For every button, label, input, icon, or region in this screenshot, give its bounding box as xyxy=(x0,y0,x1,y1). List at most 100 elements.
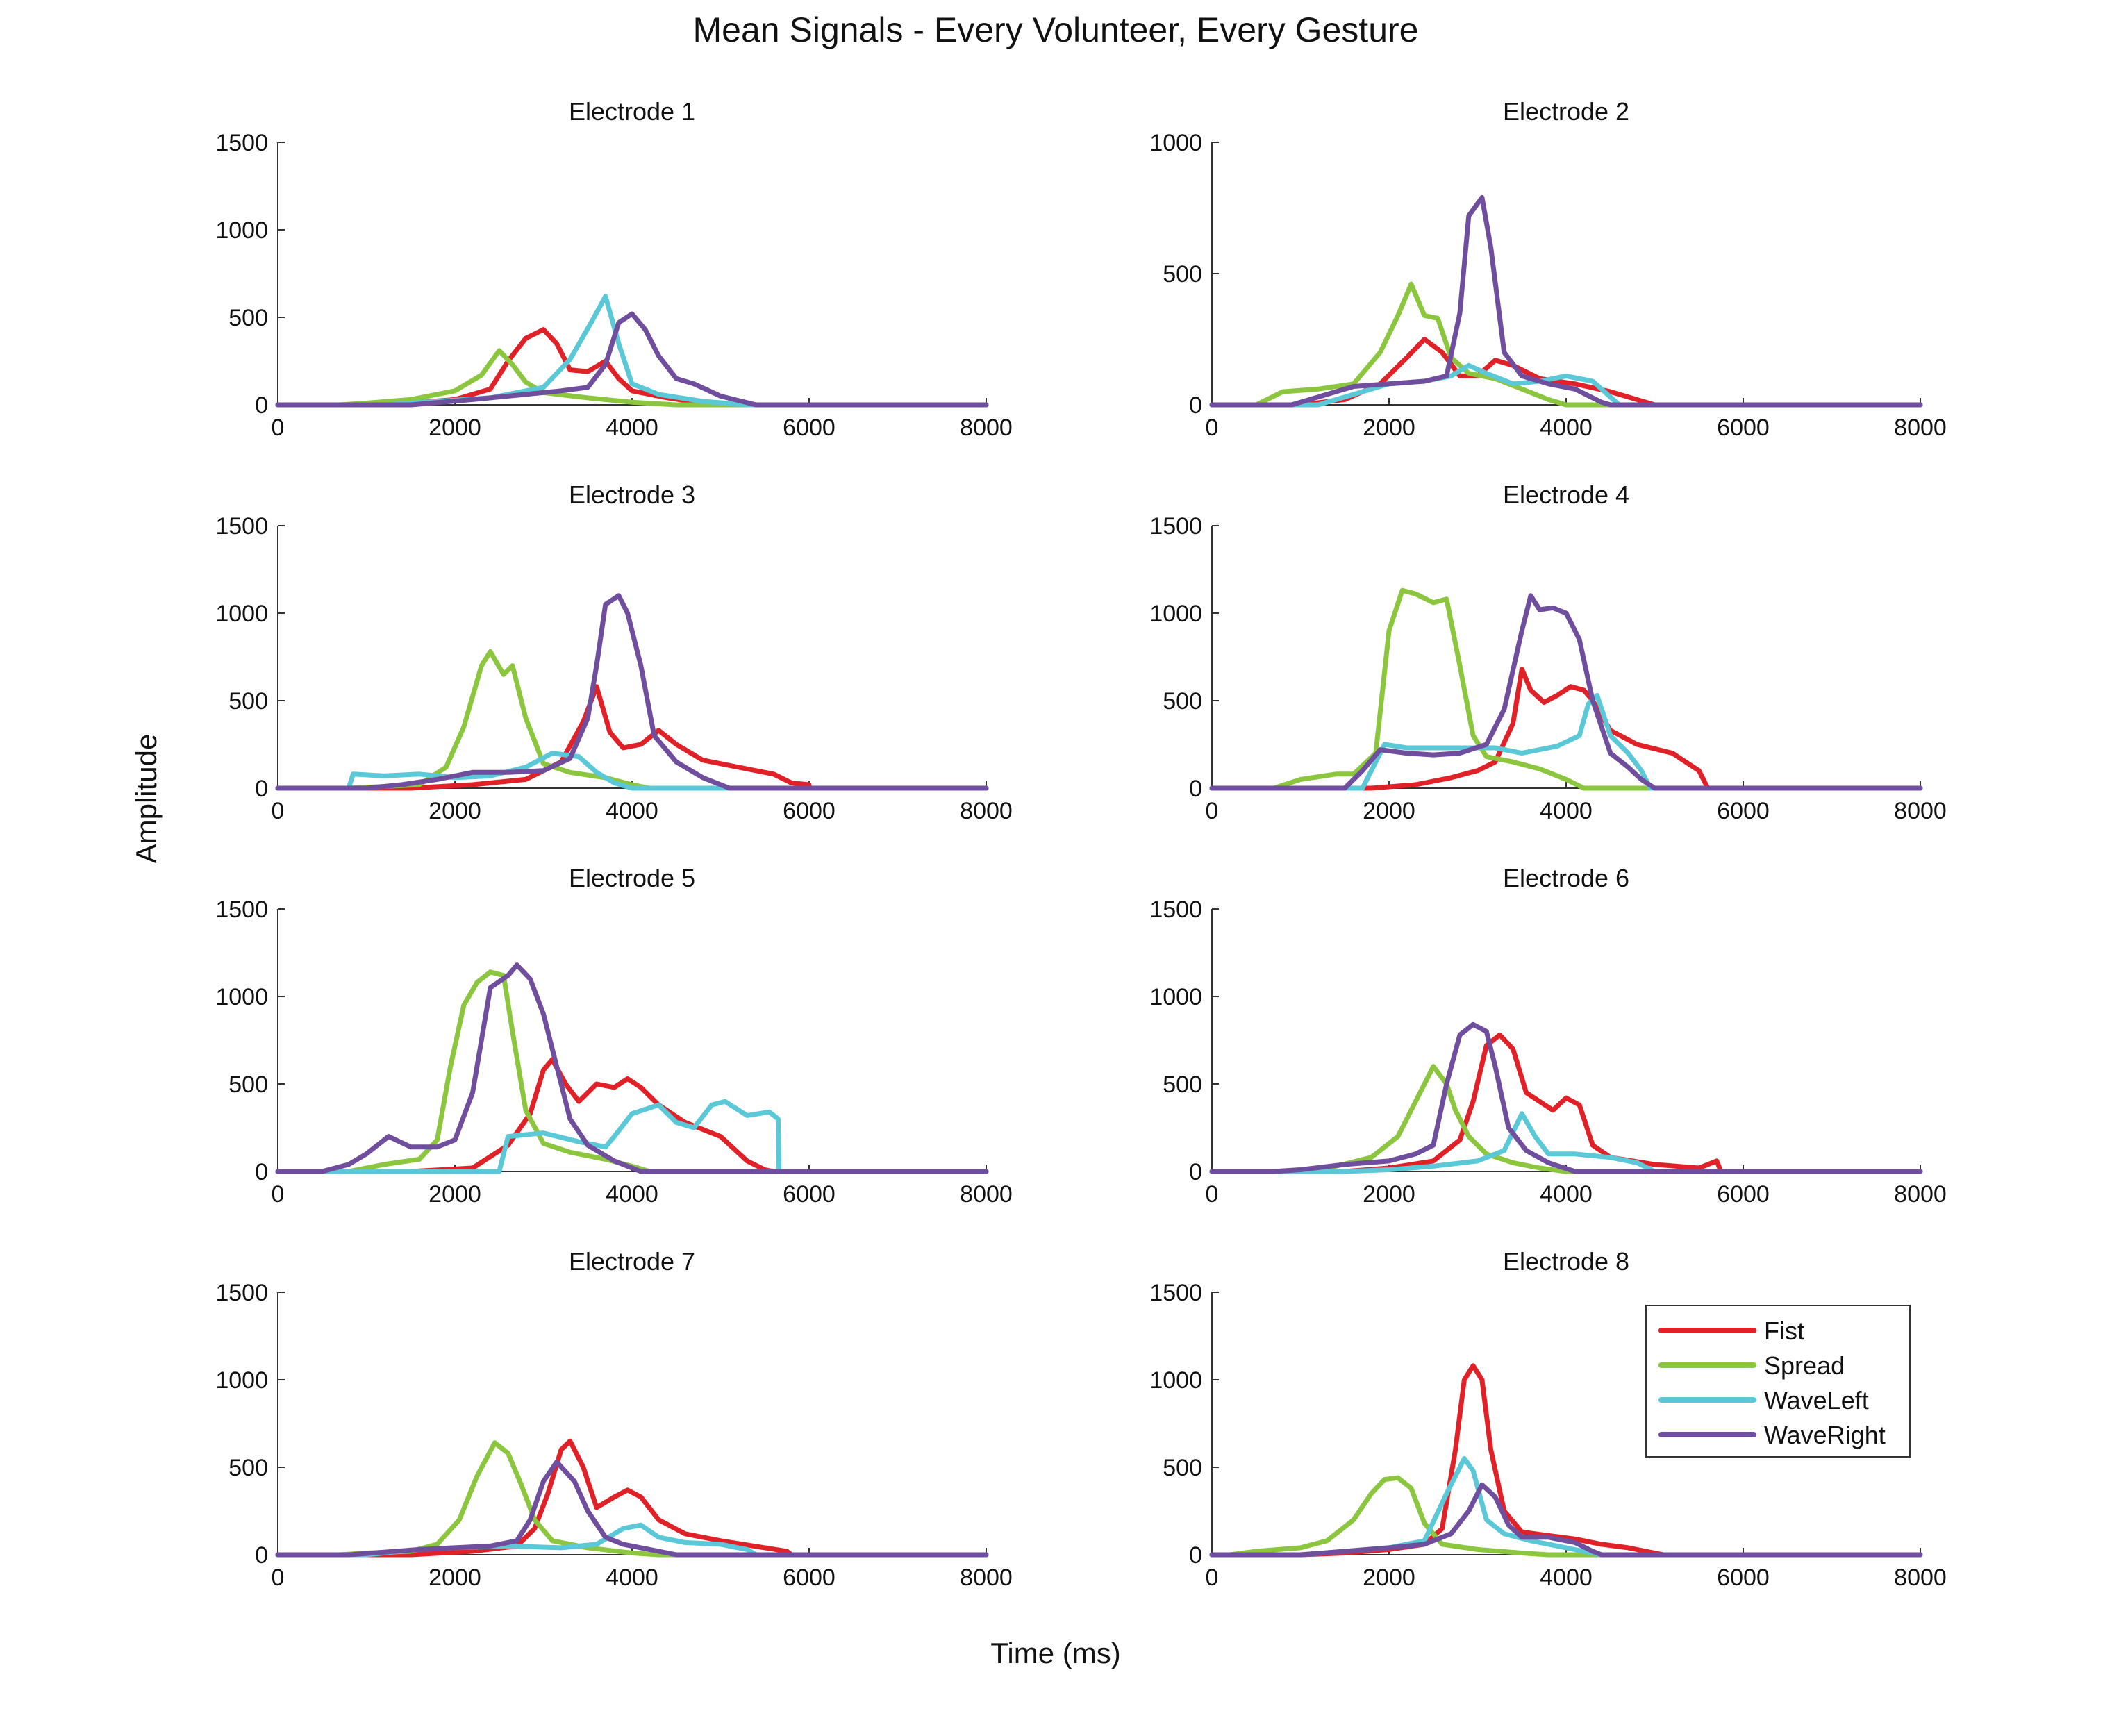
y-tick-label: 1000 xyxy=(1149,984,1202,1010)
subplot-title: Electrode 8 xyxy=(1503,1247,1629,1276)
y-tick-label: 1500 xyxy=(1149,1280,1202,1306)
subplot-title: Electrode 5 xyxy=(569,864,695,892)
series-line-fist xyxy=(275,1438,989,1558)
x-tick-label: 8000 xyxy=(1894,1564,1947,1591)
x-tick-label: 8000 xyxy=(960,415,1013,441)
x-tick-label: 0 xyxy=(1206,798,1219,824)
x-tick-label: 0 xyxy=(1206,415,1219,441)
y-tick-label: 1000 xyxy=(215,217,268,244)
legend: Fist Spread WaveLeft WaveRight xyxy=(1645,1305,1911,1458)
x-tick-label: 0 xyxy=(272,1181,285,1208)
x-tick-label: 8000 xyxy=(960,1564,1013,1591)
x-tick-label: 6000 xyxy=(783,1564,835,1591)
axis-frame xyxy=(1211,526,1920,789)
y-tick-label: 500 xyxy=(1163,688,1202,715)
x-tick-label: 4000 xyxy=(1540,1564,1593,1591)
y-tick-label: 500 xyxy=(1163,1455,1202,1481)
y-tick-label: 500 xyxy=(228,1455,268,1481)
subplot-title: Electrode 1 xyxy=(569,97,695,126)
series-line-fist xyxy=(275,684,989,791)
x-axis-label: Time (ms) xyxy=(990,1637,1120,1669)
subplot-title: Electrode 3 xyxy=(569,481,695,509)
x-tick-label: 2000 xyxy=(429,798,481,824)
y-tick-label: 0 xyxy=(1189,776,1202,802)
y-tick-label: 0 xyxy=(255,1542,268,1569)
series-line-waveright xyxy=(275,1459,989,1558)
x-tick-label: 6000 xyxy=(1717,798,1770,824)
x-tick-label: 6000 xyxy=(783,1181,835,1208)
x-tick-label: 0 xyxy=(272,415,285,441)
x-tick-label: 6000 xyxy=(1717,415,1770,441)
x-tick-label: 4000 xyxy=(606,1181,658,1208)
x-tick-label: 2000 xyxy=(1363,1564,1415,1591)
series-line-waveright xyxy=(1209,593,1923,791)
subplot-electrode-2: Electrode 2 0 500 1000 0 2000 4000 6000 8000 xyxy=(1149,97,1946,441)
legend-item-spread: Spread xyxy=(1658,1351,1845,1380)
x-tick-label: 4000 xyxy=(1540,798,1593,824)
x-tick-label: 6000 xyxy=(1717,1564,1770,1591)
x-tick-label: 0 xyxy=(1206,1564,1219,1591)
subplot-electrode-3: Electrode 3 0 500 1000 1500 0 2000 4000 6000 8000 xyxy=(215,481,1012,824)
axis-frame xyxy=(277,1292,986,1555)
x-tick-label: 2000 xyxy=(429,415,481,441)
y-tick-label: 500 xyxy=(228,305,268,331)
y-tick-label: 0 xyxy=(255,776,268,802)
series-line-waveright xyxy=(275,311,989,408)
y-tick-label: 0 xyxy=(1189,1159,1202,1185)
legend-item-waveleft: WaveLeft xyxy=(1658,1386,1869,1414)
x-tick-label: 4000 xyxy=(606,415,658,441)
y-tick-label: 1000 xyxy=(215,984,268,1010)
y-tick-label: 1000 xyxy=(215,1367,268,1394)
series-line-waveleft xyxy=(1209,1111,1923,1174)
y-tick-label: 1500 xyxy=(215,896,268,923)
y-tick-label: 1500 xyxy=(215,130,268,156)
subplot-electrode-6: Electrode 6 0 500 1000 1500 0 2000 4000 6000 8000 xyxy=(1149,864,1946,1208)
legend-label: WaveRight xyxy=(1764,1421,1886,1449)
legend-label: WaveLeft xyxy=(1764,1386,1869,1414)
series-line-fist xyxy=(1209,1032,1923,1174)
legend-label: Fist xyxy=(1764,1317,1804,1345)
x-tick-label: 6000 xyxy=(783,415,835,441)
series-line-fist xyxy=(275,1057,989,1174)
y-tick-label: 1000 xyxy=(1149,1367,1202,1394)
x-tick-label: 2000 xyxy=(1363,1181,1415,1208)
y-tick-label: 0 xyxy=(255,1159,268,1185)
y-tick-label: 0 xyxy=(255,392,268,419)
x-tick-label: 8000 xyxy=(960,1181,1013,1208)
x-tick-label: 4000 xyxy=(606,798,658,824)
y-tick-label: 1000 xyxy=(1149,130,1202,156)
subplot-title: Electrode 6 xyxy=(1503,864,1629,892)
y-tick-label: 1500 xyxy=(215,513,268,540)
series-line-waveright xyxy=(1209,1021,1923,1174)
y-tick-label: 500 xyxy=(1163,261,1202,287)
subplot-electrode-5: Electrode 5 0 500 1000 1500 0 2000 4000 6000 8000 xyxy=(215,864,1012,1208)
y-tick-label: 1500 xyxy=(215,1280,268,1306)
x-tick-label: 2000 xyxy=(1363,798,1415,824)
figure-title: Mean Signals - Every Volunteer, Every Ge… xyxy=(693,10,1419,49)
y-tick-label: 500 xyxy=(228,1071,268,1098)
axis-frame xyxy=(277,142,986,406)
subplot-electrode-4: Electrode 4 0 500 1000 1500 0 2000 4000 6000 8000 xyxy=(1149,481,1946,824)
x-tick-label: 6000 xyxy=(1717,1181,1770,1208)
y-tick-label: 1500 xyxy=(1149,896,1202,923)
x-tick-label: 4000 xyxy=(606,1564,658,1591)
y-tick-label: 0 xyxy=(1189,392,1202,419)
y-tick-label: 0 xyxy=(1189,1542,1202,1569)
series-line-waveleft xyxy=(275,1099,989,1174)
y-tick-label: 500 xyxy=(1163,1071,1202,1098)
axis-frame xyxy=(1211,142,1920,406)
x-tick-label: 2000 xyxy=(429,1564,481,1591)
x-tick-label: 4000 xyxy=(1540,415,1593,441)
x-tick-label: 0 xyxy=(272,798,285,824)
y-tick-label: 1000 xyxy=(1149,601,1202,627)
subplot-electrode-1: Electrode 1 0 500 1000 1500 0 2000 4000 6000 8000 xyxy=(215,97,1012,441)
y-tick-label: 1500 xyxy=(1149,513,1202,540)
y-tick-label: 500 xyxy=(228,688,268,715)
series-line-spread xyxy=(275,1440,989,1558)
series-line-waveright xyxy=(1209,1482,1923,1558)
x-tick-label: 2000 xyxy=(429,1181,481,1208)
subplot-electrode-8: Electrode 8 0 500 1000 1500 0 2000 4000 6000 8000 xyxy=(1149,1247,1946,1591)
series-line-fist xyxy=(1209,667,1923,791)
x-tick-label: 2000 xyxy=(1363,415,1415,441)
